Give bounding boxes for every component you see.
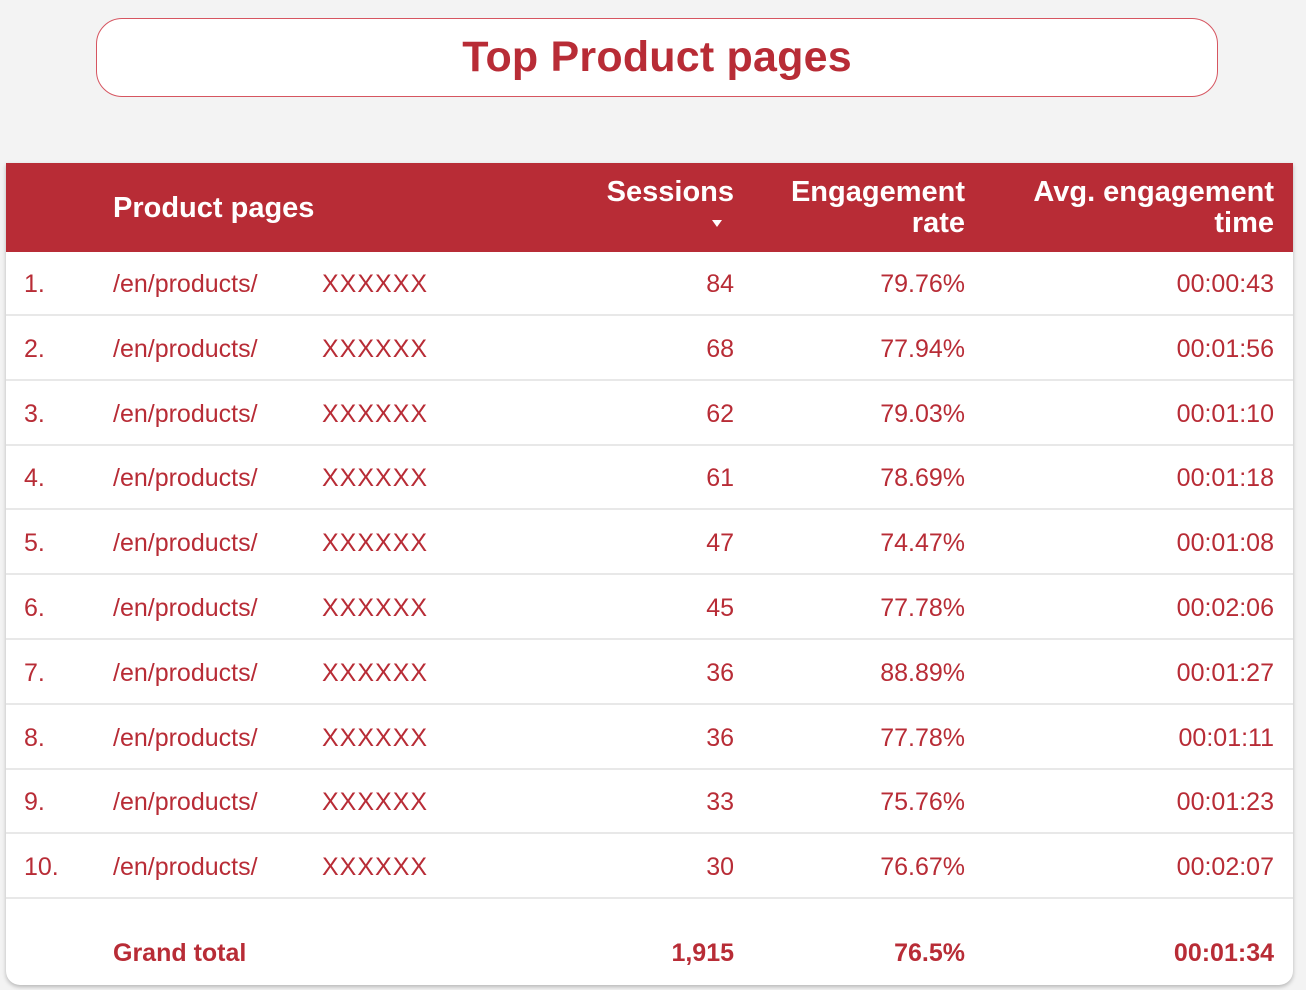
row-page-id: XXXXXX (322, 658, 429, 687)
row-page-path: /en/products/ (113, 594, 258, 622)
row-avg-engagement-time: 00:01:27 (1176, 658, 1274, 687)
row-engagement-rate: 75.76% (880, 788, 965, 817)
grand-total-rate: 76.5% (894, 939, 965, 967)
table-row[interactable]: 4. /en/products/XXXXXX 61 78.69% 00:01:18 (6, 446, 1293, 511)
row-rank: 6. (24, 594, 45, 622)
title-box: Top Product pages (96, 18, 1218, 97)
header-avg-engagement-time[interactable]: Avg. engagement time (1033, 177, 1274, 239)
row-page-id: XXXXXX (322, 529, 429, 558)
row-engagement-rate: 78.69% (880, 464, 965, 493)
row-sessions: 36 (706, 658, 734, 687)
row-page-id: XXXXXX (322, 594, 429, 622)
row-sessions: 62 (706, 399, 734, 428)
row-rank: 2. (24, 334, 45, 363)
row-avg-engagement-time: 00:01:08 (1176, 529, 1274, 558)
table-row[interactable]: 10. /en/products/XXXXXX 30 76.67% 00:02:07 (6, 835, 1293, 900)
row-avg-engagement-time: 00:01:56 (1176, 334, 1274, 363)
grand-total-sessions: 1,915 (671, 939, 734, 967)
row-rank: 1. (24, 270, 45, 298)
row-avg-engagement-time: 00:00:43 (1176, 270, 1274, 298)
row-rank: 9. (24, 788, 45, 817)
row-engagement-rate: 88.89% (880, 658, 965, 687)
row-page-id: XXXXXX (322, 723, 429, 752)
grand-total-row: Grand total 1,915 76.5% 00:01:34 (6, 900, 1293, 985)
header-engagement-rate[interactable]: Engagement rate (791, 177, 965, 239)
row-page-path: /en/products/ (113, 270, 258, 298)
table-row[interactable]: 2. /en/products/XXXXXX 68 77.94% 00:01:56 (6, 317, 1293, 381)
row-avg-engagement-time: 00:01:18 (1176, 464, 1274, 493)
row-engagement-rate: 79.03% (880, 399, 965, 428)
table-row[interactable]: 7. /en/products/XXXXXX 36 88.89% 00:01:27 (6, 641, 1293, 705)
row-page-path: /en/products/ (113, 723, 258, 752)
product-pages-table: Product pages Sessions Engagement rate Av… (6, 163, 1293, 985)
row-page-path: /en/products/ (113, 788, 258, 817)
row-page-path: /en/products/ (113, 529, 258, 558)
row-sessions: 45 (706, 594, 734, 622)
row-sessions: 68 (706, 334, 734, 363)
row-page-id: XXXXXX (322, 334, 429, 363)
row-engagement-rate: 79.76% (880, 270, 965, 298)
header-sessions[interactable]: Sessions (606, 176, 734, 208)
row-page-id: XXXXXX (322, 788, 429, 817)
row-sessions: 47 (706, 529, 734, 558)
row-page-id: XXXXXX (322, 399, 429, 428)
row-page-path: /en/products/ (113, 334, 258, 363)
table-row[interactable]: 8. /en/products/XXXXXX 36 77.78% 00:01:11 (6, 706, 1293, 770)
row-page-id: XXXXXX (322, 270, 429, 298)
row-rank: 4. (24, 464, 45, 493)
header-avg-engagement-time-label: Avg. engagement time (1033, 176, 1274, 239)
table-row[interactable]: 9. /en/products/XXXXXX 33 75.76% 00:01:23 (6, 770, 1293, 835)
row-rank: 5. (24, 529, 45, 558)
row-rank: 8. (24, 723, 45, 752)
grand-total-label: Grand total (113, 939, 247, 967)
header-engagement-rate-label: Engagement rate (790, 176, 965, 239)
row-engagement-rate: 76.67% (880, 853, 965, 882)
row-engagement-rate: 74.47% (880, 529, 965, 558)
header-product-pages[interactable]: Product pages (113, 192, 315, 224)
row-engagement-rate: 77.78% (880, 723, 965, 752)
row-page-path: /en/products/ (113, 399, 258, 428)
sort-descending-icon[interactable] (712, 220, 722, 227)
row-sessions: 33 (706, 788, 734, 817)
page-title: Top Product pages (462, 33, 852, 81)
row-avg-engagement-time: 00:02:06 (1176, 594, 1274, 622)
table-row[interactable]: 6. /en/products/XXXXXX 45 77.78% 00:02:06 (6, 576, 1293, 640)
table-row[interactable]: 5. /en/products/XXXXXX 47 74.47% 00:01:08 (6, 511, 1293, 576)
row-page-path: /en/products/ (113, 464, 258, 493)
row-rank: 3. (24, 399, 45, 428)
row-avg-engagement-time: 00:01:23 (1176, 788, 1274, 817)
row-page-path: /en/products/ (113, 853, 258, 882)
table-header: Product pages Sessions Engagement rate Av… (6, 163, 1293, 252)
row-engagement-rate: 77.94% (880, 334, 965, 363)
row-sessions: 61 (706, 464, 734, 493)
row-avg-engagement-time: 00:02:07 (1176, 853, 1274, 882)
row-page-path: /en/products/ (113, 658, 258, 687)
grand-total-time: 00:01:34 (1173, 939, 1274, 967)
row-avg-engagement-time: 00:01:11 (1178, 723, 1274, 752)
row-page-id: XXXXXX (322, 853, 429, 882)
row-sessions: 36 (706, 723, 734, 752)
row-sessions: 84 (706, 270, 734, 298)
table-row[interactable]: 3. /en/products/XXXXXX 62 79.03% 00:01:10 (6, 382, 1293, 446)
table-row[interactable]: 1. /en/products/XXXXXX 84 79.76% 00:00:43 (6, 252, 1293, 316)
row-engagement-rate: 77.78% (880, 594, 965, 622)
row-rank: 7. (24, 658, 45, 687)
row-rank: 10. (24, 853, 59, 882)
row-avg-engagement-time: 00:01:10 (1176, 399, 1274, 428)
row-sessions: 30 (706, 853, 734, 882)
row-page-id: XXXXXX (322, 464, 429, 493)
